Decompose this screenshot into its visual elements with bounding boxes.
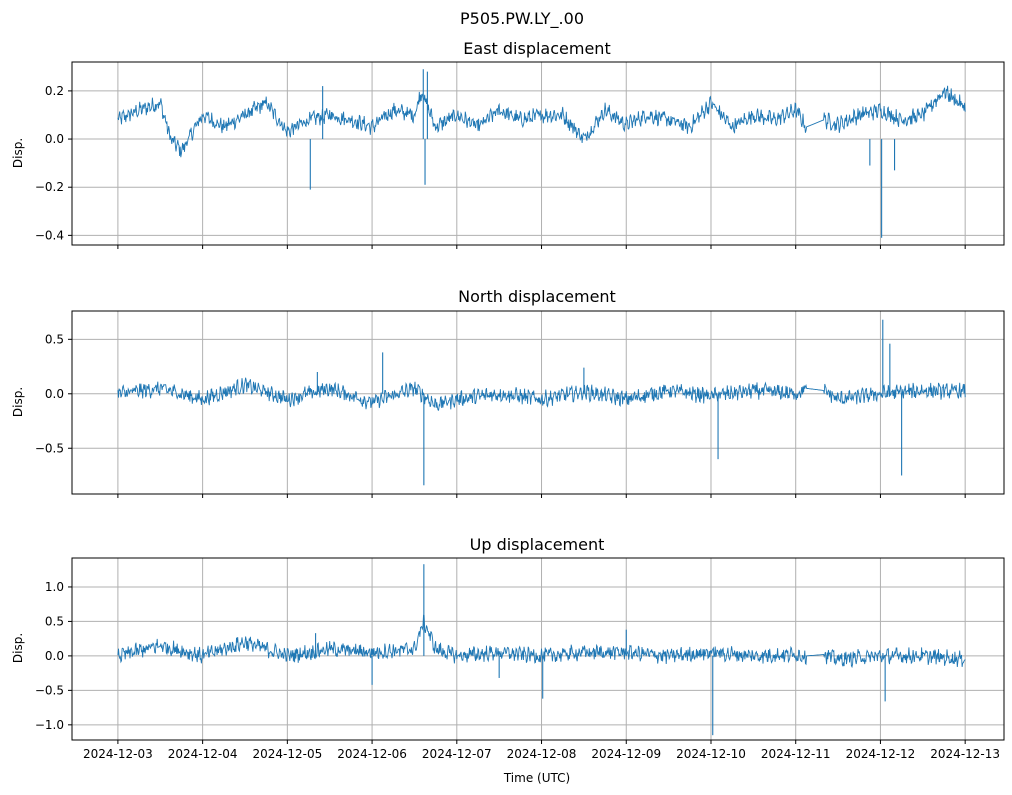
x-tick-label: 2024-12-05 <box>252 747 322 761</box>
east-panel-title: East displacement <box>463 39 610 58</box>
east-plot-area: −0.4 −0.2 0.0 0.2 <box>35 61 1005 249</box>
x-axis-label: Time (UTC) <box>503 771 570 785</box>
series-line <box>117 614 966 669</box>
x-tick-label: 2024-12-08 <box>507 747 577 761</box>
axes-frame <box>71 310 1005 495</box>
y-tick-label: −0.4 <box>35 228 64 242</box>
up-plot-area: −1.0 −0.5 0.0 0.5 1.0 2024-12-03 2024-12-04 202… <box>35 557 1005 761</box>
y-tick-label: 0.0 <box>45 132 64 146</box>
east-ylabel: Disp. <box>11 138 25 168</box>
east-panel: East displacement Disp. −0.4 −0.2 0.0 0.2 <box>11 39 1005 249</box>
y-tick-label: 1.0 <box>45 580 64 594</box>
y-tick-label: 0.5 <box>45 332 64 346</box>
up-ylabel: Disp. <box>11 633 25 663</box>
north-ylabel: Disp. <box>11 387 25 417</box>
y-tick-label: −1.0 <box>35 718 64 732</box>
y-tick-label: 0.2 <box>45 84 64 98</box>
series-line <box>117 85 966 158</box>
y-tick-label: −0.5 <box>35 683 64 697</box>
x-tick-label: 2024-12-04 <box>168 747 238 761</box>
up-panel: Up displacement Disp. −1.0 −0.5 0.0 0.5 1.0 2… <box>11 535 1005 761</box>
axes-frame <box>71 557 1005 741</box>
north-panel-title: North displacement <box>458 287 616 306</box>
x-tick-label: 2024-12-11 <box>761 747 831 761</box>
y-tick-label: 0.5 <box>45 614 64 628</box>
y-tick-label: 0.0 <box>45 387 64 401</box>
axes-frame <box>71 61 1005 246</box>
x-tick-label: 2024-12-06 <box>337 747 407 761</box>
y-tick-label: 0.0 <box>45 649 64 663</box>
x-tick-label: 2024-12-09 <box>591 747 661 761</box>
x-tick-label: 2024-12-07 <box>422 747 492 761</box>
x-tick-label: 2024-12-12 <box>846 747 916 761</box>
y-tick-label: −0.2 <box>35 180 64 194</box>
x-tick-label: 2024-12-10 <box>676 747 746 761</box>
x-tick-label: 2024-12-03 <box>83 747 153 761</box>
up-panel-title: Up displacement <box>470 535 605 554</box>
x-tick-label: 2024-12-13 <box>930 747 1000 761</box>
north-panel: North displacement Disp. −0.5 0.0 0.5 <box>11 287 1005 498</box>
series-line <box>117 377 966 411</box>
y-tick-label: −0.5 <box>35 441 64 455</box>
north-plot-area: −0.5 0.0 0.5 <box>35 310 1005 498</box>
figure-suptitle: P505.PW.LY_.00 <box>460 9 584 29</box>
